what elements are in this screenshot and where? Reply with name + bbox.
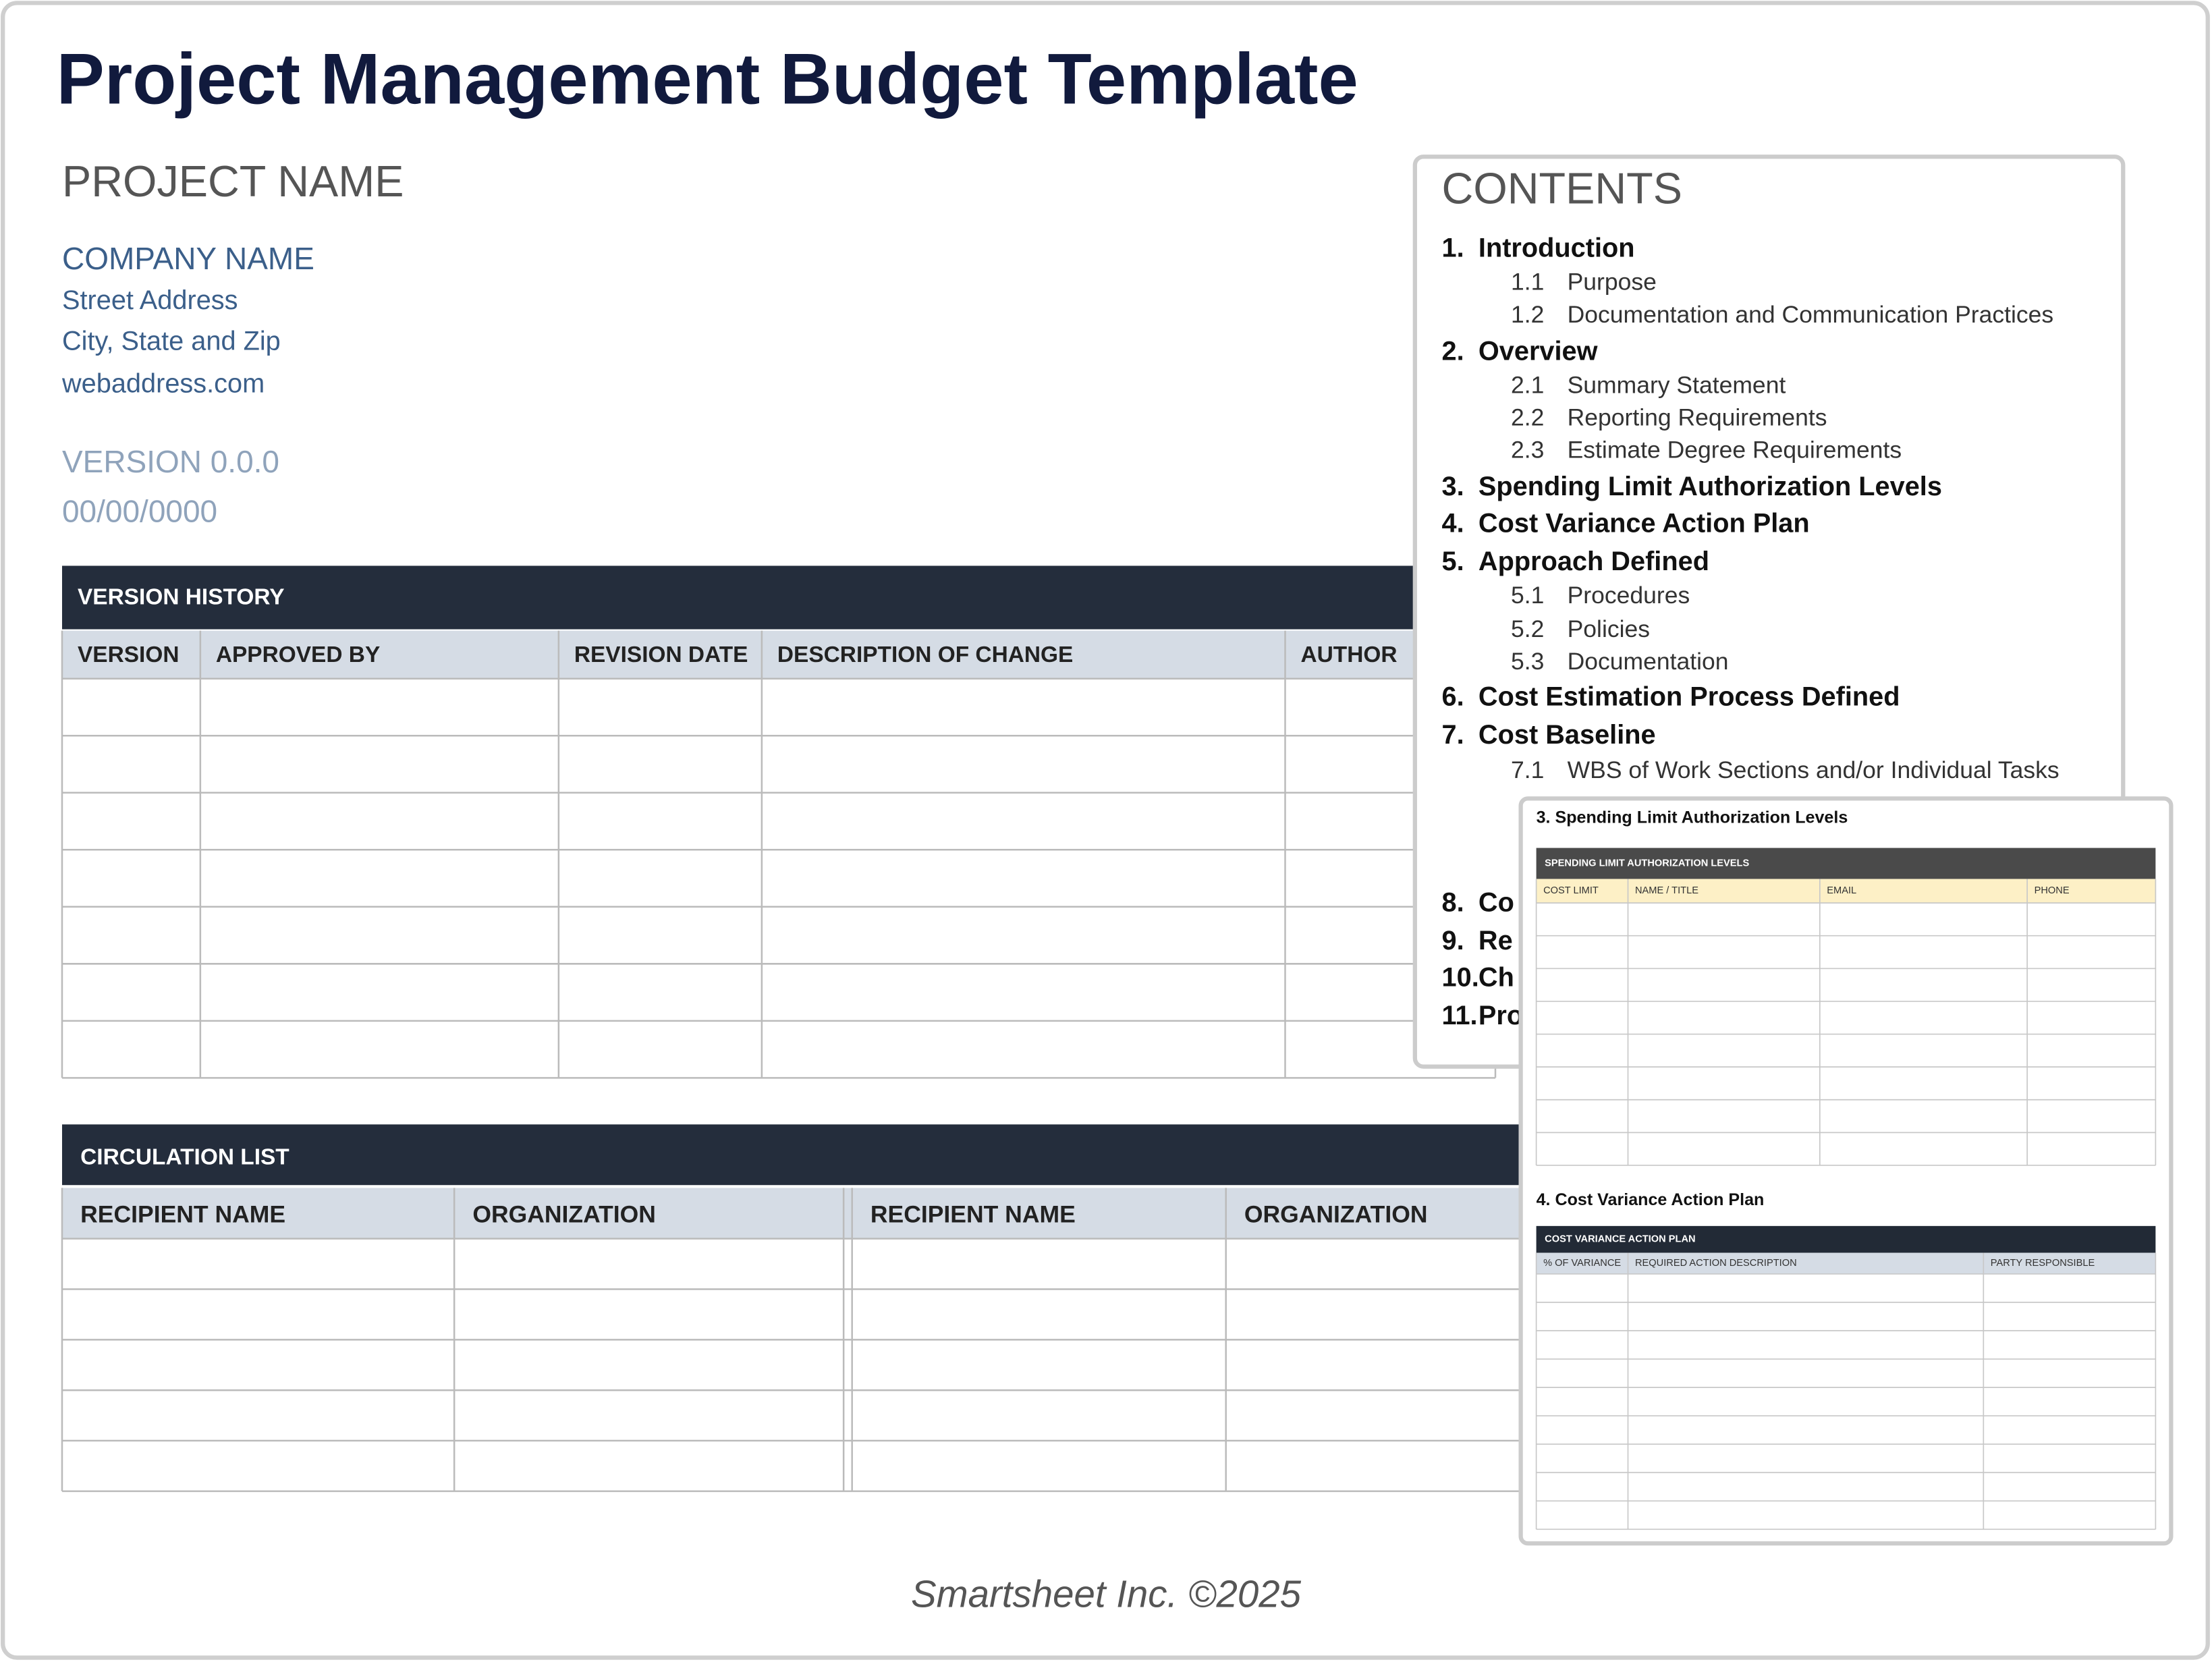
table-header xyxy=(1536,1225,2156,1253)
version-history: VERSION HISTORY VERSION APPROVED BY REVISIO… xyxy=(61,565,1497,1079)
column-label: REVISION DATE xyxy=(574,642,748,667)
contents-number: 9. xyxy=(1442,926,1464,955)
column-label: REQUIRED ACTION DESCRIPTION xyxy=(1635,1258,1797,1269)
contents-number: 7. xyxy=(1442,720,1464,750)
table-header xyxy=(61,565,1495,630)
column-label: COST LIMIT xyxy=(1543,885,1599,896)
contents-subitem: Procedures xyxy=(1568,582,1690,609)
footer: Smartsheet Inc. ©2025 xyxy=(911,1573,1302,1615)
contents-item: Cost Estimation Process Defined xyxy=(1478,682,1900,711)
table-title: SPENDING LIMIT AUTHORIZATION LEVELS xyxy=(1545,858,1749,868)
contents-subitem: Estimate Degree Requirements xyxy=(1568,437,1902,464)
contents-item: Co xyxy=(1478,888,1514,918)
column-label: RECIPIENT NAME xyxy=(870,1201,1076,1228)
table-title: COST VARIANCE ACTION PLAN xyxy=(1545,1234,1695,1245)
preview-panel xyxy=(1518,796,2174,1546)
contents-subitem: Summary Statement xyxy=(1568,371,1786,398)
contents-title: CONTENTS xyxy=(1442,164,1682,213)
company-name: COMPANY NAME xyxy=(62,241,314,276)
contents-subitem: Policies xyxy=(1568,615,1650,642)
circulation-list: CIRCULATION LIST RECIPIENT NAME ORGANIZATI… xyxy=(61,1124,1532,1493)
contents-subnumber: 5.2 xyxy=(1511,615,1544,642)
column-label: PHONE xyxy=(2035,885,2070,896)
contents-item: Spending Limit Authorization Levels xyxy=(1478,472,1942,501)
contents-subitem: Reporting Requirements xyxy=(1568,404,1827,431)
project-name: PROJECT NAME xyxy=(62,157,404,206)
section-heading: 3. Spending Limit Authorization Levels xyxy=(1537,808,1848,827)
contents-item: Re xyxy=(1478,926,1513,955)
column-label: NAME / TITLE xyxy=(1635,885,1698,896)
contents-number: 1. xyxy=(1442,233,1464,263)
contents-number: 11. xyxy=(1442,1001,1478,1030)
column-label: EMAIL xyxy=(1827,885,1856,896)
contents-subnumber: 5.1 xyxy=(1511,582,1544,609)
contents-subnumber: 5.3 xyxy=(1511,648,1544,675)
contents-item: Overview xyxy=(1478,336,1598,366)
contents-subnumber: 1.1 xyxy=(1511,269,1544,296)
column-label: ORGANIZATION xyxy=(1244,1201,1428,1228)
column-header xyxy=(61,630,1495,679)
column-label: VERSION xyxy=(78,642,179,667)
contents-number: 10. xyxy=(1442,963,1479,993)
contents-subitem: Purpose xyxy=(1568,269,1657,296)
column-label: AUTHOR xyxy=(1300,642,1397,667)
contents-subnumber: 7.1 xyxy=(1511,756,1544,783)
contents-item: Ch xyxy=(1478,963,1514,993)
contents-subitem: Documentation xyxy=(1568,648,1729,675)
table-header xyxy=(61,1124,1531,1186)
contents-number: 2. xyxy=(1442,336,1464,366)
section-heading: 4. Cost Variance Action Plan xyxy=(1537,1190,1765,1209)
street: Street Address xyxy=(62,285,238,315)
column-label: PARTY RESPONSIBLE xyxy=(1991,1258,2095,1269)
contents-item: Introduction xyxy=(1478,233,1635,263)
table-header xyxy=(1536,848,2156,879)
column-header xyxy=(1536,879,2156,904)
contents-item: Cost Variance Action Plan xyxy=(1478,508,1810,538)
date: 00/00/0000 xyxy=(62,493,217,528)
table-title: CIRCULATION LIST xyxy=(80,1144,289,1169)
column-label: ORGANIZATION xyxy=(472,1201,656,1228)
contents-subnumber: 2.1 xyxy=(1511,371,1544,398)
contents-number: 8. xyxy=(1442,888,1464,918)
title: Project Management Budget Template xyxy=(57,38,1358,119)
contents-number: 3. xyxy=(1442,472,1464,501)
contents-subitem: Documentation and Communication Practice… xyxy=(1568,301,2054,328)
contents-item: Approach Defined xyxy=(1478,547,1709,576)
contents-subnumber: 2.2 xyxy=(1511,404,1544,431)
contents-item: Pro xyxy=(1478,1001,1523,1030)
city: City, State and Zip xyxy=(62,327,281,356)
contents-subnumber: 2.3 xyxy=(1511,437,1544,464)
preview: 3. Spending Limit Authorization Levels SP… xyxy=(1518,796,2174,1546)
column-label: RECIPIENT NAME xyxy=(80,1201,285,1228)
version: VERSION 0.0.0 xyxy=(62,444,279,479)
column-label: APPROVED BY xyxy=(216,642,380,667)
contents-subnumber: 1.2 xyxy=(1511,301,1544,328)
column-header xyxy=(1536,1252,2156,1274)
table-title: VERSION HISTORY xyxy=(78,584,285,609)
column-header xyxy=(61,1188,1531,1239)
contents-number: 6. xyxy=(1442,682,1464,711)
contents-subitem: WBS of Work Sections and/or Individual T… xyxy=(1568,756,2059,783)
contents-item: Cost Baseline xyxy=(1478,720,1656,750)
column-label: % OF VARIANCE xyxy=(1543,1258,1621,1269)
contents-number: 4. xyxy=(1442,508,1464,538)
contents-number: 5. xyxy=(1442,547,1464,576)
web: webaddress.com xyxy=(61,368,265,398)
column-label: DESCRIPTION OF CHANGE xyxy=(777,642,1073,667)
